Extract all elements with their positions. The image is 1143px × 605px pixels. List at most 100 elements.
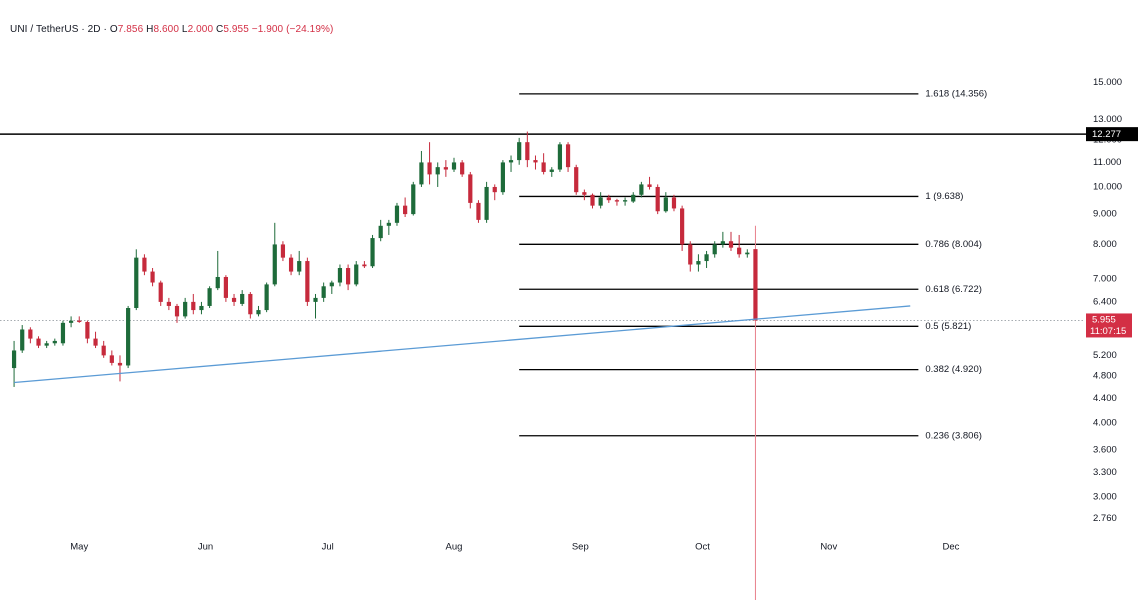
x-axis-tick-label: Jun [198,542,213,553]
candle-body[interactable] [183,301,188,317]
candle-body[interactable] [297,261,302,272]
candle-body[interactable] [158,282,163,302]
candle-body[interactable] [745,252,750,255]
y-axis-tick-label: 3.600 [1093,445,1117,456]
candle-body[interactable] [728,241,734,248]
candle-body[interactable] [77,320,82,322]
candle-body[interactable] [313,297,318,302]
candle-body[interactable] [606,197,611,201]
candle-body[interactable] [93,338,98,346]
candle-body[interactable] [500,162,505,193]
candle-body[interactable] [85,321,90,339]
candle-body[interactable] [671,197,677,209]
candle-body[interactable] [484,186,489,220]
candle-body[interactable] [199,305,204,311]
candle-body[interactable] [101,345,106,356]
candle-body[interactable] [207,288,212,306]
candle-body[interactable] [753,249,758,321]
candle-body[interactable] [598,197,603,206]
candle-body[interactable] [11,350,17,369]
legend-high-value: 8.600 [153,24,180,35]
candle-body[interactable] [240,293,245,304]
candle-body[interactable] [639,184,644,195]
candle-body[interactable] [663,197,668,212]
candle-body[interactable] [525,142,530,161]
candle-body[interactable] [264,284,269,311]
candle-body[interactable] [126,308,131,366]
candle-body[interactable] [720,241,725,245]
candle-body[interactable] [549,169,554,172]
candle-body[interactable] [468,174,473,203]
candle-body[interactable] [345,268,351,285]
candle-body[interactable] [166,301,171,306]
candle-body[interactable] [460,162,465,175]
candle-body[interactable] [435,167,440,175]
candle-body[interactable] [614,200,620,202]
candle-body[interactable] [150,271,155,283]
candle-body[interactable] [451,162,457,170]
candle-body[interactable] [411,184,416,215]
candle-body[interactable] [582,192,587,195]
candle-body[interactable] [394,205,400,223]
candle-body[interactable] [680,208,685,245]
candle-body[interactable] [688,244,693,265]
candle-body[interactable] [248,293,253,315]
candle-body[interactable] [655,186,660,212]
fib-level-label: 0.786 (8.004) [925,239,982,250]
candle-body[interactable] [590,194,595,206]
candle-body[interactable] [52,340,57,344]
candle-body[interactable] [378,225,383,239]
candle-body[interactable] [443,167,448,170]
candle-body[interactable] [533,160,538,163]
candle-body[interactable] [272,244,277,285]
candle-body[interactable] [574,167,579,193]
candle-body[interactable] [20,329,25,351]
candle-body[interactable] [337,268,343,283]
candle-body[interactable] [427,162,432,175]
candle-body[interactable] [354,264,359,285]
candle-body[interactable] [622,200,628,202]
legend-symbol[interactable]: UNI / TetherUS · 2D · [10,24,107,35]
candle-body[interactable] [557,144,563,170]
candle-body[interactable] [737,247,742,255]
candle-body[interactable] [174,305,180,317]
candle-body[interactable] [142,257,147,272]
candle-body[interactable] [191,301,196,311]
candle-body[interactable] [696,261,701,265]
candle-body[interactable] [305,261,310,302]
candle-body[interactable] [134,257,139,309]
candle-body[interactable] [386,222,391,226]
candle-body[interactable] [517,142,522,161]
candle-body[interactable] [321,286,326,298]
candle-body[interactable] [647,184,652,187]
candle-body[interactable] [370,238,375,267]
candle-body[interactable] [36,338,41,346]
candle-body[interactable] [541,162,546,172]
candle-body[interactable] [215,276,220,289]
candle-body[interactable] [419,162,424,185]
candle-body[interactable] [631,194,636,202]
candle-body[interactable] [28,329,33,339]
candle-body[interactable] [69,320,74,323]
candle-body[interactable] [60,322,66,344]
candle-body[interactable] [44,343,49,346]
candle-body[interactable] [109,355,114,363]
candle-body[interactable] [231,297,237,302]
candle-body[interactable] [288,257,294,272]
candle-body[interactable] [329,282,334,287]
candle-body[interactable] [223,276,228,298]
candle-body[interactable] [492,186,497,193]
candle-body[interactable] [403,205,408,215]
candle-body[interactable] [362,264,367,267]
candle-body[interactable] [280,244,286,258]
candle-body[interactable] [508,160,514,163]
candle-body[interactable] [476,202,481,220]
candle-body[interactable] [565,144,571,168]
candle-body[interactable] [256,310,261,315]
candle-body[interactable] [704,254,709,262]
legend-low-value: 2.000 [187,24,214,35]
candle-body[interactable] [712,244,717,255]
candle-body[interactable] [117,362,123,366]
ascending-trendline[interactable] [14,305,911,384]
